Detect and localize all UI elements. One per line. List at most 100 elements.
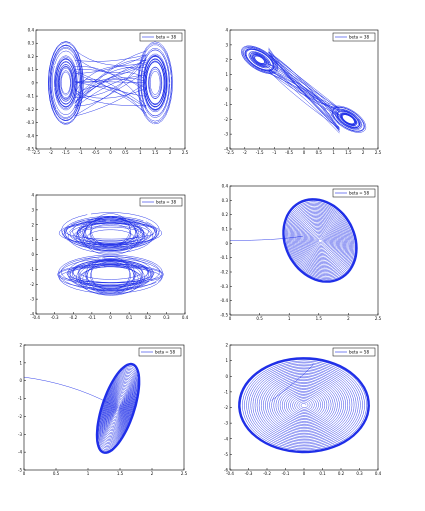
legend: beta = 58 (138, 347, 182, 357)
x-tick-label: -0.2 (69, 315, 77, 320)
legend: beta = 38 (139, 32, 183, 42)
x-tick-label: 0.2 (145, 315, 152, 320)
x-tick-label: 1 (87, 471, 90, 476)
y-tick-label: -3 (30, 297, 34, 302)
legend-label: beta = 58 (155, 350, 175, 355)
plot-area (48, 41, 173, 125)
x-tick-label: 2.5 (182, 150, 189, 155)
y-tick-label: -3 (18, 432, 22, 437)
x-tick-label: -1.5 (62, 150, 70, 155)
axes-frame (229, 185, 379, 316)
y-tick-label: -3 (224, 421, 228, 426)
y-tick-label: 3 (225, 42, 228, 47)
x-tick-label: 0.5 (316, 150, 323, 155)
y-tick-label: 0.2 (28, 54, 35, 59)
x-tick-label: -1 (272, 150, 276, 155)
axes-frame (23, 344, 185, 471)
y-tick-label: -2 (224, 405, 228, 410)
chart-5: 0 0.5 1 1.5 2 2.5 2 1 0 -1 -2 -3 -4 -5 beta = 58 (18, 343, 188, 477)
x-tick-label: 0.5 (122, 150, 129, 155)
y-tick-label: -0.3 (26, 120, 34, 125)
y-tick-label: -2 (30, 282, 34, 287)
y-tick-label: -4 (18, 450, 22, 455)
series-line (241, 45, 367, 134)
x-tick-label: 2 (169, 150, 172, 155)
series-line (230, 200, 357, 282)
x-tick-label: -0.3 (245, 471, 253, 476)
x-tick-label: -1 (79, 150, 83, 155)
y-tick-label: -0.2 (220, 270, 228, 275)
y-tick-label: 0 (225, 241, 228, 246)
legend-box (332, 347, 376, 357)
x-tick-label: 2 (362, 150, 365, 155)
series-line (57, 212, 164, 296)
y-tick-label: -2 (18, 414, 22, 419)
x-tick-label: -0.4 (32, 315, 40, 320)
y-tick-label: 4 (225, 28, 228, 33)
legend-box (138, 347, 182, 357)
legend: beta = 58 (332, 188, 376, 198)
y-tick-label: -4 (30, 312, 34, 317)
y-tick-label: -0.4 (220, 298, 228, 303)
x-tick-label: 1 (139, 150, 142, 155)
legend-box (139, 197, 183, 207)
x-tick-label: 2.5 (181, 471, 188, 476)
y-tick-label: -6 (224, 468, 228, 473)
legend: beta = 58 (332, 347, 376, 357)
y-tick-label: -0.3 (220, 284, 228, 289)
y-tick-label: -2 (224, 117, 228, 122)
x-tick-label: 2 (151, 471, 154, 476)
x-tick-label: 0.4 (182, 315, 189, 320)
x-tick-label: 1 (288, 316, 291, 321)
y-tick-label: 2 (225, 57, 228, 62)
x-tick-label: -0.5 (285, 150, 293, 155)
x-tick-label: 0.3 (356, 471, 363, 476)
x-tick-label: -2.5 (226, 150, 234, 155)
x-tick-label: -0.5 (92, 150, 100, 155)
plot-area (57, 212, 164, 296)
y-tick-label: 0.2 (222, 212, 229, 217)
x-tick-label: 0 (303, 471, 306, 476)
y-tick-label: 4 (31, 193, 34, 198)
x-tick-label: -0.4 (226, 471, 234, 476)
plot-area (230, 198, 358, 283)
y-tick-label: -4 (224, 147, 228, 152)
x-tick-label: 2.5 (375, 150, 382, 155)
x-tick-label: 0 (23, 471, 26, 476)
chart-6: -0.4 -0.3 -0.2 -0.1 0 0.1 0.2 0.3 0.4 2 1 0 -1 -2 -3 -4… (224, 343, 382, 477)
x-tick-label: 0 (229, 316, 232, 321)
x-tick-label: 0.1 (126, 315, 133, 320)
legend: beta = 38 (332, 32, 376, 42)
x-tick-label: 0.2 (338, 471, 345, 476)
y-tick-label: -0.5 (26, 147, 34, 152)
y-tick-label: 2 (19, 343, 22, 348)
x-tick-label: 1.5 (117, 471, 124, 476)
x-tick-label: 0.5 (256, 316, 263, 321)
y-tick-label: -5 (18, 468, 22, 473)
y-tick-label: 0 (225, 87, 228, 92)
legend-label: beta = 58 (349, 191, 369, 196)
y-tick-label: 1 (225, 72, 228, 77)
x-tick-label: 1.5 (345, 150, 352, 155)
y-tick-label: -4 (224, 436, 228, 441)
chart-1: -2.5 -2 -1.5 -1 -0.5 0 0.5 1 1.5 2 2.5 0.4 0.3 0.2 0.1… (26, 28, 188, 156)
plot-area (238, 357, 370, 454)
chart-2: -2.5 -2 -1.5 -1 -0.5 0 0.5 1 1.5 2 2.5 4 3 2 1 0 -1 -2 -3 -… (224, 28, 382, 156)
x-tick-label: -2.5 (32, 150, 40, 155)
y-tick-label: 0.3 (28, 41, 35, 46)
y-tick-label: 0 (31, 80, 34, 85)
legend-box (332, 188, 376, 198)
x-tick-label: 0.3 (163, 315, 170, 320)
series-line (48, 41, 173, 125)
chart-4: 0 0.5 1 1.5 2 2.5 0.4 0.3 0.2 0.1 0 -0.1 -0.2 -0.3 -0.… (220, 184, 381, 322)
y-tick-label: 3 (31, 207, 34, 212)
x-tick-label: -0.1 (88, 315, 96, 320)
legend-label: beta = 38 (156, 200, 176, 205)
y-tick-label: 0.3 (222, 198, 229, 203)
x-tick-label: 0 (109, 315, 112, 320)
y-tick-label: -0.5 (220, 313, 228, 318)
y-tick-label: 1 (31, 237, 34, 242)
y-tick-label: 2 (225, 343, 228, 348)
x-tick-label: -2 (243, 150, 247, 155)
y-tick-label: -1 (224, 102, 228, 107)
